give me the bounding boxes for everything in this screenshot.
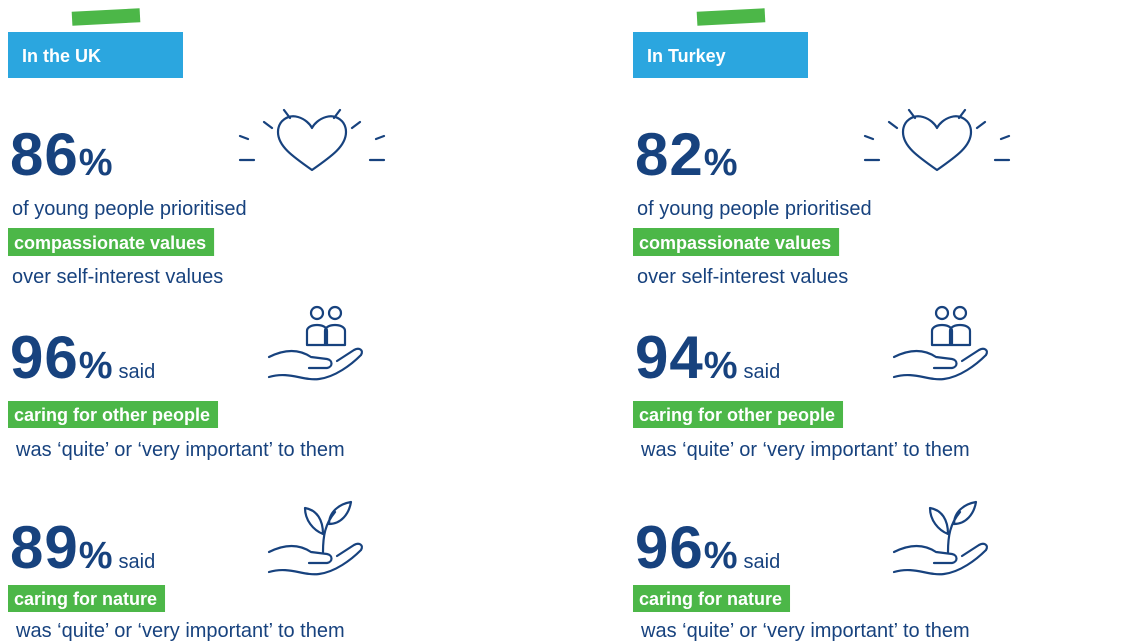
icon-people	[892, 305, 989, 381]
stat: 96% said caring for other people was ‘quite…	[8, 305, 364, 461]
tag	[8, 32, 183, 78]
stat-after: was ‘quite’ or ‘very important’ to them	[640, 620, 970, 642]
panel: In Turkey 82% of young people prioritised c…	[633, 8, 1011, 642]
stat-number: 96% said	[10, 324, 155, 391]
highlight-text: caring for nature	[14, 589, 157, 609]
stat-value: 86	[10, 121, 79, 188]
stat-value: 82	[635, 121, 704, 188]
stat: 96% said caring for nature was ‘quite’ or ‘…	[633, 500, 989, 642]
stat: 86% of young people prioritised compassion…	[8, 108, 386, 288]
icon-plant	[892, 500, 989, 576]
stat-unit: %	[79, 535, 113, 577]
tag	[633, 32, 808, 78]
tape	[696, 8, 766, 26]
icon-people	[267, 305, 364, 381]
stat-suffix: said	[744, 551, 781, 573]
stat-number: 94% said	[635, 324, 780, 391]
highlight-text: caring for nature	[639, 589, 782, 609]
stat-after: was ‘quite’ or ‘very important’ to them	[15, 620, 345, 642]
icon-heart	[863, 108, 1011, 172]
stat-after: was ‘quite’ or ‘very important’ to them	[15, 439, 345, 461]
stat-after: over self-interest values	[12, 266, 223, 288]
stat-suffix: said	[744, 361, 781, 383]
highlight-box	[8, 228, 215, 256]
stat-suffix: said	[119, 551, 156, 573]
stat-number: 82%	[635, 121, 738, 188]
stat: 89% said caring for nature was ‘quite’ or ‘…	[8, 500, 364, 642]
stat-value: 96	[10, 324, 79, 391]
highlight-box	[633, 585, 791, 612]
icon-heart	[238, 108, 386, 172]
icon-plant	[267, 500, 364, 576]
highlight-box	[633, 401, 844, 428]
stat-after: was ‘quite’ or ‘very important’ to them	[640, 439, 970, 461]
stat-number: 96% said	[635, 514, 780, 581]
highlight-text: caring for other people	[639, 405, 835, 425]
stat-unit: %	[79, 142, 113, 184]
tape	[71, 8, 141, 26]
stat: 94% said caring for other people was ‘quite…	[633, 305, 989, 461]
stat-unit: %	[704, 142, 738, 184]
stat-before: of young people prioritised	[12, 198, 247, 220]
highlight-text: compassionate values	[639, 233, 831, 253]
stat-after: over self-interest values	[637, 266, 848, 288]
highlight-box	[8, 585, 166, 612]
stat-number: 89% said	[10, 514, 155, 581]
stat-suffix: said	[119, 361, 156, 383]
stat-unit: %	[704, 345, 738, 387]
stat-before: of young people prioritised	[637, 198, 872, 220]
panel: In the UK 86% of young people prioritised c…	[8, 8, 386, 642]
panel-label: In the UK	[22, 46, 101, 66]
stat-value: 89	[10, 514, 79, 581]
stat-unit: %	[79, 345, 113, 387]
highlight-box	[633, 228, 840, 256]
stat-value: 96	[635, 514, 704, 581]
highlight-text: caring for other people	[14, 405, 210, 425]
highlight-box	[8, 401, 219, 428]
stat-value: 94	[635, 324, 704, 391]
stat: 82% of young people prioritised compassion…	[633, 108, 1011, 288]
stat-number: 86%	[10, 121, 113, 188]
stat-unit: %	[704, 535, 738, 577]
panel-label: In Turkey	[647, 46, 726, 66]
highlight-text: compassionate values	[14, 233, 206, 253]
